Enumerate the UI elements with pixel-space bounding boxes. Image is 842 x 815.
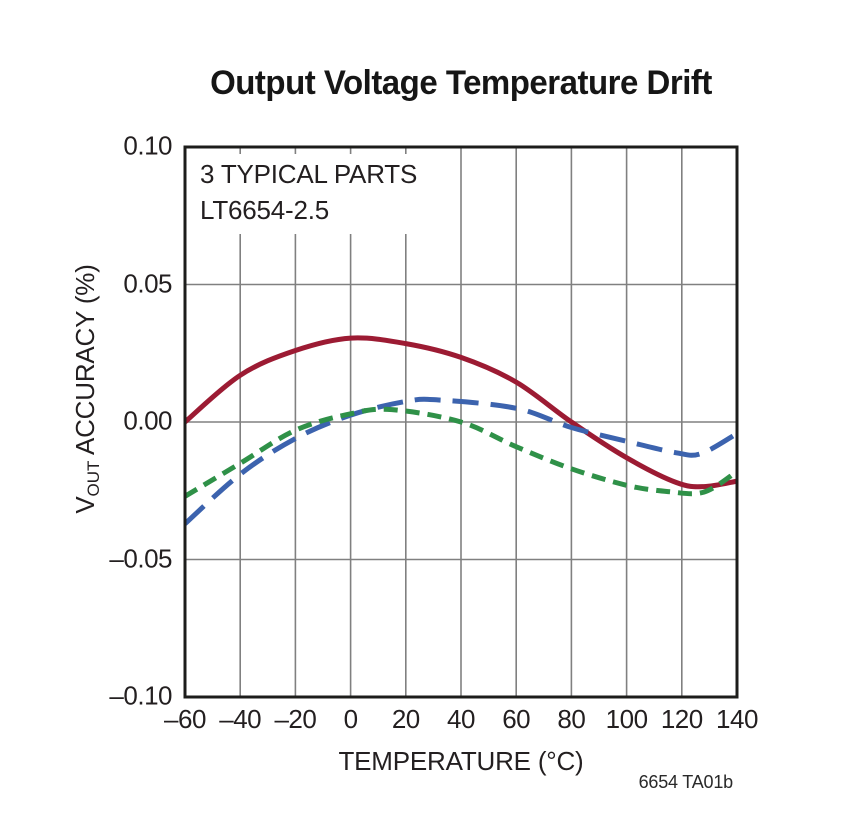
figure-note: 6654 TA01b (638, 772, 734, 792)
y-tick-label: –0.05 (109, 543, 172, 574)
series-line-typical-part-3 (183, 406, 739, 499)
x-axis-label: TEMPERATURE (°C) (338, 746, 584, 776)
x-tick-label: 40 (447, 704, 475, 734)
plot-annotation: 3 TYPICAL PARTS LT6654-2.5 (192, 154, 440, 234)
y-tick-label: 0.00 (123, 405, 172, 436)
x-tick-label: –60 (164, 704, 206, 734)
x-tick-label: 0 (343, 704, 358, 734)
series-line-typical-part-1 (183, 335, 738, 490)
x-tick-label: 80 (557, 704, 586, 734)
chart-title: Output Voltage Temperature Drift (210, 64, 712, 102)
y-tick-label: 0.05 (123, 268, 172, 299)
x-tick-label: –20 (274, 704, 317, 734)
x-tick-label: 20 (391, 704, 420, 734)
annotation-line-1: 3 TYPICAL PARTS (200, 159, 418, 189)
x-tick-label: –40 (219, 704, 262, 734)
y-tick-label: –0.10 (109, 680, 172, 711)
plot-frame (183, 145, 739, 699)
x-tick-label: 120 (660, 704, 703, 734)
x-tick-label: 140 (716, 704, 758, 734)
annotation-line-2: LT6654-2.5 (200, 195, 330, 225)
x-tick-label: 100 (605, 704, 648, 734)
series-line-typical-part-2 (183, 396, 739, 526)
y-tick-label: 0.10 (123, 130, 172, 161)
x-tick-label: 60 (502, 704, 531, 734)
